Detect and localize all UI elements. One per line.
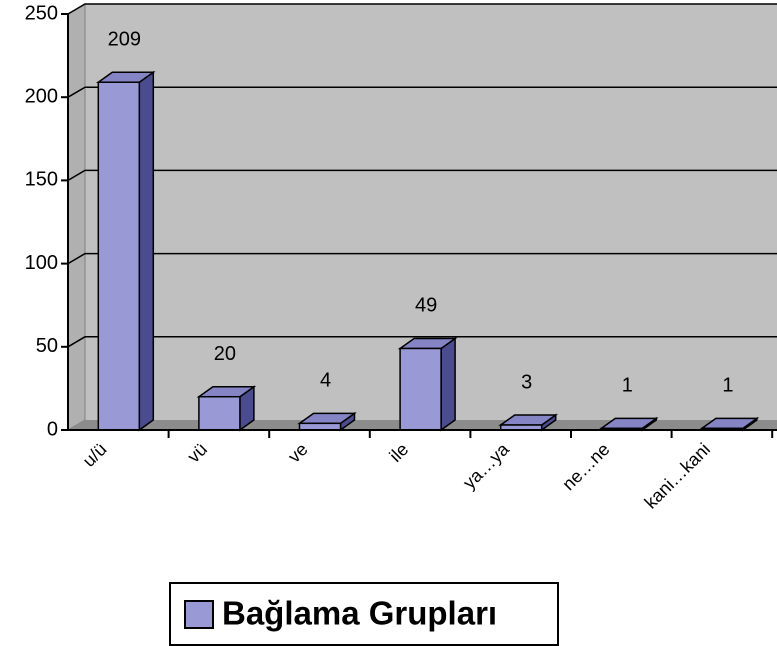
side-wall: [67, 3, 86, 431]
grid-line: [67, 169, 777, 182]
grid-line: [67, 252, 777, 265]
bar-side: [138, 70, 155, 432]
bar: [297, 411, 357, 432]
bar: [196, 385, 257, 432]
x-tick-label: vü: [183, 439, 211, 467]
x-tick-label: u/ü: [79, 439, 111, 471]
bars: [95, 70, 760, 432]
x-tick-label: ne…ne: [558, 439, 613, 494]
grid: [67, 3, 777, 348]
y-tick-label: 0: [47, 418, 58, 440]
y-tick-label: 100: [25, 252, 58, 274]
legend-label: Bağlama Grupları: [222, 595, 497, 632]
bar-front: [399, 347, 442, 431]
value-label: 4: [320, 370, 331, 392]
bar-front: [198, 395, 241, 431]
legend: [169, 582, 559, 646]
value-label: 49: [415, 295, 437, 317]
bar: [397, 337, 458, 432]
value-label: 1: [622, 375, 633, 397]
value-label: 1: [722, 375, 733, 397]
x-tick-label: ya…ya: [459, 438, 513, 492]
value-label: 20: [214, 343, 236, 365]
grid-line: [67, 336, 777, 348]
x-tick-label: ve: [284, 439, 312, 467]
bar-side: [440, 337, 456, 432]
grid-line: [67, 86, 777, 98]
y-tick-label: 50: [36, 335, 58, 357]
bar-front: [97, 81, 141, 431]
x-tick-label: ile: [385, 439, 412, 466]
grid-line: [67, 3, 777, 15]
y-tick-label: 250: [25, 2, 58, 24]
value-label: 209: [108, 29, 141, 51]
legend-swatch: [184, 600, 214, 629]
y-tick-label: 200: [25, 85, 58, 107]
y-tick-label: 150: [25, 169, 58, 191]
x-tick-label: kani…kani: [641, 439, 715, 513]
bar: [95, 70, 156, 432]
value-label: 3: [521, 371, 532, 393]
bar: [498, 413, 559, 432]
back-wall: [85, 4, 777, 420]
